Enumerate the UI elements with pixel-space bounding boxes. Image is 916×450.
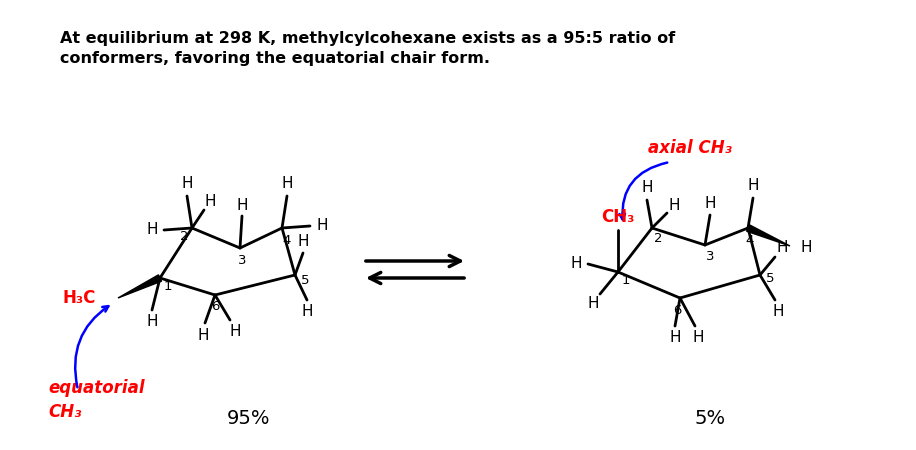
- Text: H: H: [236, 198, 247, 212]
- Text: At equilibrium at 298 K, methylcylcohexane exists as a 95:5 ratio of: At equilibrium at 298 K, methylcylcohexa…: [60, 31, 675, 45]
- Text: H: H: [641, 180, 653, 195]
- Text: axial CH₃: axial CH₃: [648, 139, 732, 157]
- Text: 1: 1: [622, 274, 630, 287]
- Text: H: H: [298, 234, 309, 249]
- Text: H: H: [229, 324, 241, 338]
- Text: 6: 6: [673, 303, 682, 316]
- Text: H: H: [147, 222, 158, 238]
- Text: CH₃: CH₃: [601, 208, 635, 226]
- Text: H: H: [301, 303, 312, 319]
- Text: H: H: [204, 194, 216, 210]
- Text: H: H: [587, 297, 599, 311]
- Text: 6: 6: [211, 301, 219, 314]
- Text: 2: 2: [654, 231, 662, 244]
- Text: H: H: [772, 303, 784, 319]
- Text: H: H: [181, 176, 192, 192]
- Text: 5%: 5%: [694, 409, 725, 428]
- Text: CH₃: CH₃: [48, 403, 82, 421]
- Text: 5: 5: [300, 274, 310, 287]
- Text: H: H: [776, 240, 788, 256]
- Text: 4: 4: [746, 234, 754, 247]
- Text: 2: 2: [180, 230, 189, 243]
- Text: H: H: [197, 328, 209, 342]
- Text: 1: 1: [164, 279, 172, 292]
- Polygon shape: [747, 225, 790, 246]
- Text: equatorial: equatorial: [48, 379, 145, 397]
- Text: H: H: [316, 219, 328, 234]
- Text: H₃C: H₃C: [62, 289, 96, 307]
- Text: 5: 5: [766, 271, 774, 284]
- Text: H: H: [670, 330, 681, 346]
- Text: H: H: [571, 256, 582, 271]
- Text: conformers, favoring the equatorial chair form.: conformers, favoring the equatorial chai…: [60, 50, 490, 66]
- Text: H: H: [801, 240, 812, 256]
- Text: 3: 3: [238, 253, 246, 266]
- Text: H: H: [692, 330, 703, 346]
- Text: 95%: 95%: [226, 409, 269, 428]
- Polygon shape: [118, 275, 161, 298]
- Text: 3: 3: [705, 251, 714, 264]
- Text: H: H: [147, 315, 158, 329]
- Text: H: H: [669, 198, 680, 213]
- Text: H: H: [281, 176, 293, 192]
- Text: H: H: [747, 179, 758, 194]
- Text: 4: 4: [283, 234, 291, 247]
- Text: H: H: [704, 195, 715, 211]
